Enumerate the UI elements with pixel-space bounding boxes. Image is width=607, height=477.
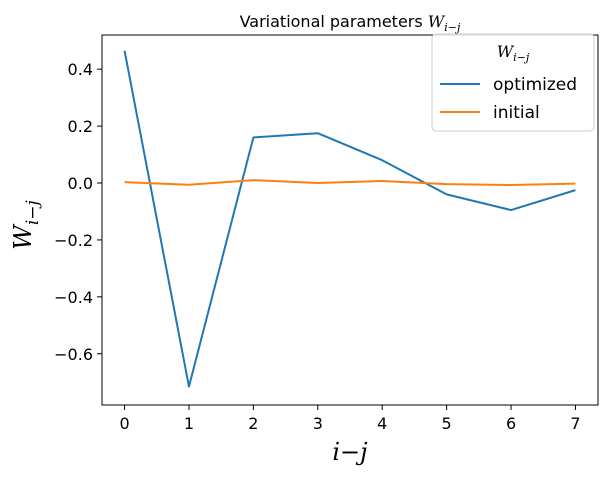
legend-title: Wi−j <box>497 42 530 64</box>
x-tick-label: 2 <box>248 414 258 433</box>
chart-title-symbol: W <box>428 12 446 31</box>
y-axis-label: Wi−j <box>9 199 43 249</box>
y-tick-label: 0.0 <box>68 174 93 193</box>
x-tick-label: 6 <box>506 414 516 433</box>
y-tick-label: 0.4 <box>68 60 93 79</box>
legend-title-subscript: i−j <box>513 51 530 64</box>
y-axis-label-symbol: W <box>9 223 37 250</box>
series-line-optimized <box>123 50 576 388</box>
y-axis-label-subscript: i−j <box>23 199 43 225</box>
x-tick-label: 4 <box>377 414 387 433</box>
legend-label-optimized: optimized <box>493 75 577 95</box>
x-tick-label: 0 <box>119 414 129 433</box>
series-lines <box>123 50 576 388</box>
x-tick-label: 1 <box>184 414 194 433</box>
x-tick-label: 5 <box>442 414 452 433</box>
series-line-initial <box>124 179 576 186</box>
plot-frame <box>101 34 599 406</box>
x-axis-label: i−j <box>332 438 368 466</box>
y-tick-label: 0.2 <box>68 117 93 136</box>
axis-ticks: 0 1 2 3 4 5 6 7 0.4 0.2 0.0 −0.2 −0.4 −0.6 <box>54 60 580 433</box>
x-tick-label: 3 <box>313 414 323 433</box>
legend: Wi−j optimized initial <box>431 33 595 132</box>
y-tick-label: −0.2 <box>54 231 93 250</box>
y-tick-label: −0.4 <box>54 288 93 307</box>
chart-title: Variational parameters Wi−j <box>240 12 461 34</box>
chart-title-subscript: i−j <box>444 21 461 34</box>
legend-box <box>431 33 595 132</box>
x-tick-label: 7 <box>570 414 580 433</box>
legend-label-initial: initial <box>493 103 540 123</box>
y-tick-label: −0.6 <box>54 345 93 364</box>
legend-title-symbol: W <box>497 42 515 61</box>
chart-title-text: Variational parameters <box>240 12 423 31</box>
